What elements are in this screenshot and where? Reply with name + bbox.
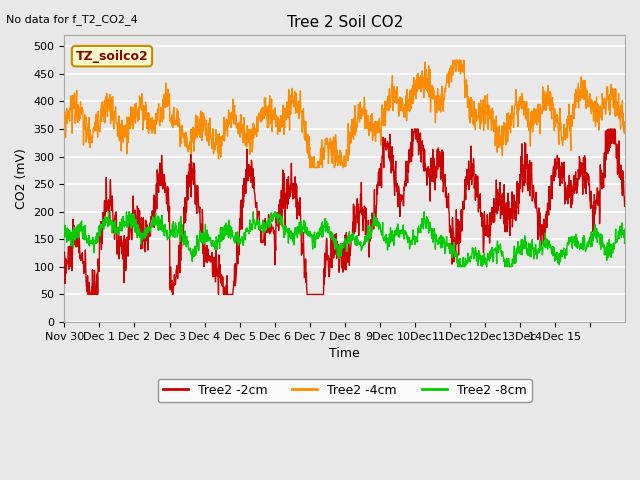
Y-axis label: CO2 (mV): CO2 (mV): [15, 148, 28, 209]
Legend: Tree2 -2cm, Tree2 -4cm, Tree2 -8cm: Tree2 -2cm, Tree2 -4cm, Tree2 -8cm: [157, 379, 532, 402]
Text: No data for f_T2_CO2_4: No data for f_T2_CO2_4: [6, 14, 138, 25]
X-axis label: Time: Time: [330, 347, 360, 360]
Title: Tree 2 Soil CO2: Tree 2 Soil CO2: [287, 15, 403, 30]
Text: TZ_soilco2: TZ_soilco2: [76, 49, 148, 63]
